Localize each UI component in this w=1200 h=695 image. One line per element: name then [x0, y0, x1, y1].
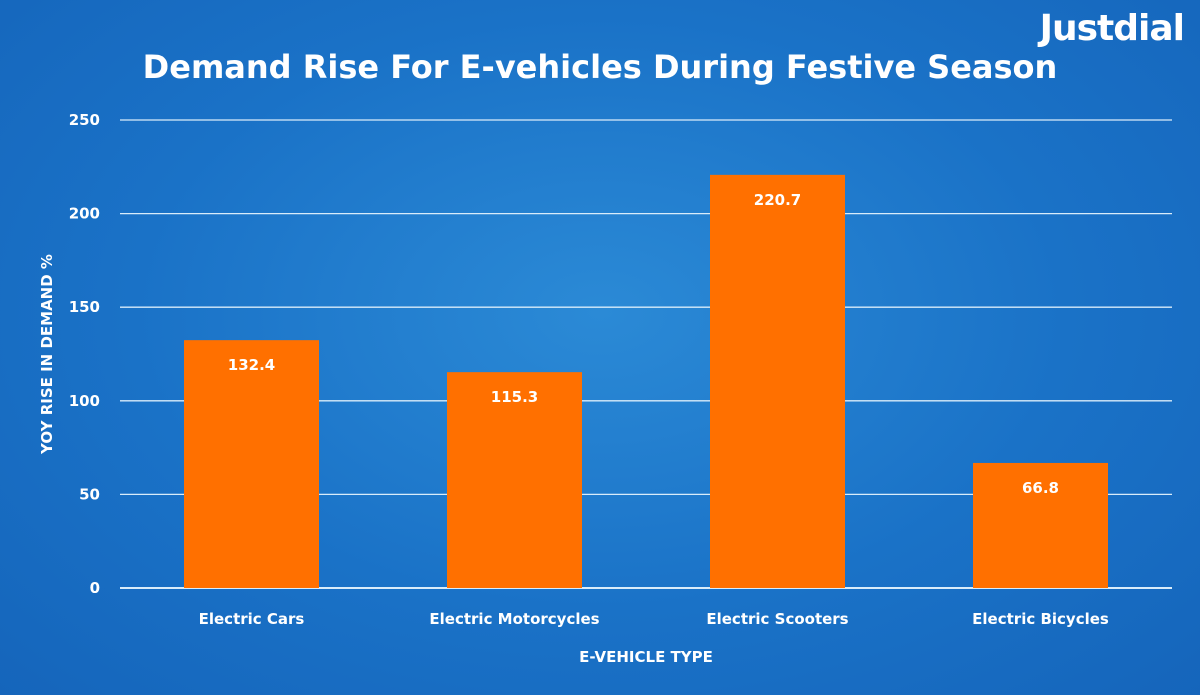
y-tick-label: 0	[90, 579, 100, 597]
bar	[973, 462, 1108, 588]
x-axis-categories: Electric Cars Electric Motorcycles Electri…	[199, 610, 1109, 628]
data-label: 220.7	[754, 191, 801, 209]
data-label: 115.3	[491, 388, 538, 406]
x-category-label: Electric Bicycles	[972, 610, 1109, 628]
x-category-label: Electric Cars	[199, 610, 305, 628]
data-label: 132.4	[228, 356, 275, 374]
y-tick-label: 100	[69, 392, 100, 410]
brand-logo: Justdial	[1039, 8, 1185, 49]
bar	[184, 340, 319, 588]
x-category-label: Electric Motorcycles	[429, 610, 599, 628]
x-axis-title: E-VEHICLE TYPE	[579, 648, 713, 666]
x-category-label: Electric Scooters	[706, 610, 848, 628]
chart-title: Demand Rise For E-vehicles During Festiv…	[142, 48, 1058, 86]
data-labels: 132.4 115.3 220.7 66.8	[228, 191, 1059, 497]
y-axis-ticks: 0 50 100 150 200 250	[69, 111, 100, 597]
y-tick-label: 50	[79, 485, 100, 503]
y-tick-label: 250	[69, 111, 100, 129]
bar	[710, 174, 845, 588]
y-tick-label: 200	[69, 205, 100, 223]
bar	[447, 372, 582, 588]
y-axis-title: YOY RISE IN DEMAND %	[38, 254, 56, 455]
data-label: 66.8	[1022, 479, 1059, 497]
bars	[184, 174, 1108, 588]
y-tick-label: 150	[69, 298, 100, 316]
